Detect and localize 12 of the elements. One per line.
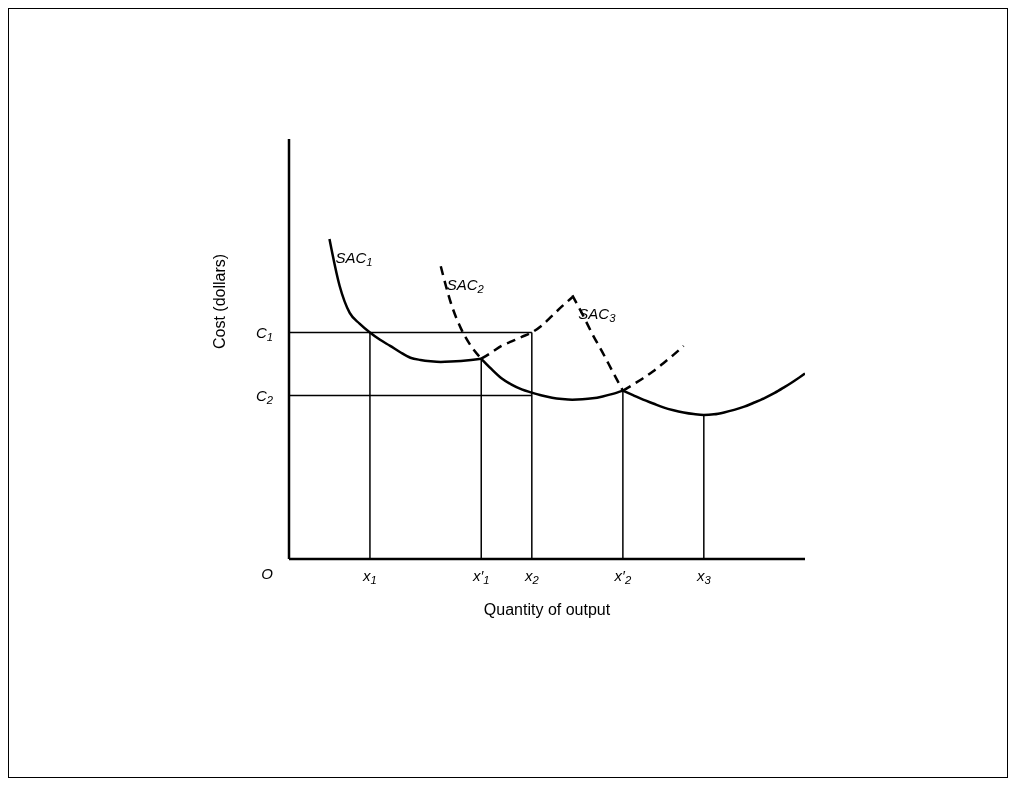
ref-line-label: C$_{2}$ bbox=[255, 387, 274, 407]
x-tick-label: x$_{3}$ bbox=[695, 567, 712, 587]
y-axis-title: Cost (dollars) bbox=[210, 253, 228, 349]
x-tick-label: x$_{2}$ bbox=[523, 567, 540, 587]
x-tick-label: x′$_{1}$ bbox=[471, 567, 490, 587]
text: O bbox=[261, 565, 274, 582]
x-axis-title: Quantity of output bbox=[483, 601, 611, 618]
x-tick-label: x′$_{2}$ bbox=[613, 567, 632, 587]
series-label: SAC$_{1}$ bbox=[335, 249, 373, 269]
x-tick-label: x$_{1}$ bbox=[362, 567, 377, 587]
ref-line-label: C$_{1}$ bbox=[255, 324, 273, 344]
series-label: SAC$_{2}$ bbox=[446, 276, 485, 296]
